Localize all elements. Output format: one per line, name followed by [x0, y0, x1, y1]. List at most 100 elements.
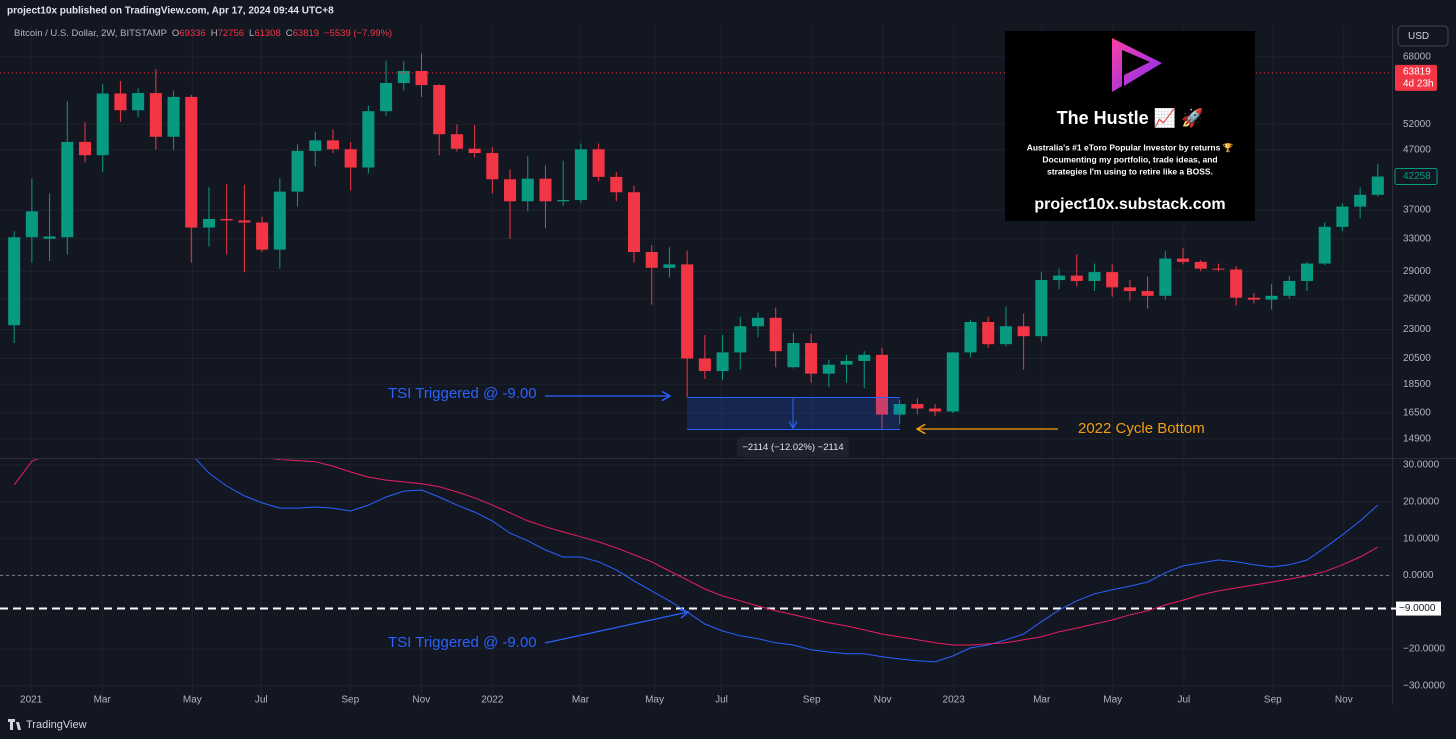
- candle-body: [1088, 272, 1101, 281]
- y-tick-label: 16500: [1403, 408, 1431, 419]
- y-tick-label: 68000: [1403, 52, 1431, 63]
- candle-body: [344, 149, 357, 168]
- candle-body: [787, 343, 800, 368]
- x-tick-label: May: [645, 695, 664, 706]
- candle-body: [734, 326, 747, 353]
- y-tick-label: 33000: [1403, 233, 1431, 244]
- candle-body: [291, 150, 304, 192]
- measure-label: −2114 (−12.02%) −2114: [742, 442, 843, 453]
- candle-body: [858, 354, 871, 361]
- candle-body: [504, 179, 517, 202]
- candle-body: [1053, 275, 1066, 281]
- x-tick-label: Jul: [1178, 695, 1191, 706]
- y-tick-label: 52000: [1403, 119, 1431, 130]
- y-tick-label: 10.0000: [1403, 533, 1440, 544]
- x-tick-label: Mar: [94, 695, 112, 706]
- candle-body: [1123, 287, 1136, 292]
- currency-button[interactable]: [1397, 25, 1449, 47]
- candle-body: [557, 199, 570, 202]
- last-price-box: [1395, 64, 1437, 91]
- candle-body: [645, 252, 658, 268]
- candle-body: [1371, 176, 1384, 195]
- candle-body: [1300, 263, 1314, 281]
- x-tick-label: Sep: [803, 695, 821, 706]
- candle-body: [1141, 291, 1154, 296]
- footer-text: TradingView: [26, 719, 87, 731]
- x-tick-label: 2023: [943, 695, 966, 706]
- candle-body: [1070, 275, 1083, 281]
- candle-body: [8, 237, 21, 326]
- candle-body: [1265, 295, 1278, 300]
- countdown-label: 4d 23h: [1403, 79, 1434, 90]
- candle-body: [380, 82, 393, 112]
- candle-body: [698, 358, 711, 372]
- candle-body: [468, 148, 481, 154]
- promo-title: The Hustle 📈 🚀: [1057, 107, 1204, 128]
- candle-body: [716, 352, 729, 372]
- x-tick-label: May: [183, 695, 202, 706]
- candle-body: [893, 404, 906, 415]
- ohlc-key: C: [286, 28, 293, 39]
- candle-body: [433, 85, 446, 135]
- publisher: project10x published on TradingView.com,…: [7, 6, 334, 17]
- annotation: TSI Triggered @ -9.00: [388, 634, 537, 651]
- y-tick-label: 20.0000: [1403, 496, 1440, 507]
- last-price-label: 63819: [1403, 67, 1431, 78]
- symbol: Bitcoin / U.S. Dollar, 2W, BITSTAMP O6933…: [14, 28, 392, 39]
- y-tick-label: 18500: [1403, 379, 1431, 390]
- candle-body: [61, 141, 74, 238]
- candle-body: [681, 264, 694, 359]
- candle-body: [822, 364, 835, 374]
- candle-body: [415, 70, 428, 86]
- candle-body: [964, 321, 977, 353]
- ohlc-key: O: [172, 28, 179, 39]
- candle-body: [362, 111, 375, 168]
- candle-body: [929, 408, 942, 412]
- candle-body: [43, 236, 56, 239]
- annotation: TSI Triggered @ -9.00: [388, 385, 537, 402]
- y-tick-label: 26000: [1403, 293, 1431, 304]
- promo-line: strategies I'm using to retire like a BO…: [1047, 166, 1213, 176]
- footer-bar: [0, 712, 1456, 739]
- x-tick-label: Jul: [715, 695, 728, 706]
- x-tick-label: Mar: [572, 695, 590, 706]
- candle-body: [149, 93, 162, 137]
- x-tick-label: Nov: [1335, 695, 1353, 706]
- candle-body: [911, 404, 924, 409]
- candle-body: [1106, 272, 1119, 288]
- candle-body: [132, 93, 145, 111]
- candle-body: [999, 326, 1012, 345]
- currency[interactable]: USD: [1408, 31, 1429, 42]
- x-tick-label: Mar: [1033, 695, 1051, 706]
- candle-body: [1230, 269, 1243, 298]
- measure-label-box: [737, 437, 849, 457]
- candle-body: [220, 218, 233, 221]
- footer-logo: [8, 719, 21, 730]
- ohlc-key: L: [249, 28, 254, 39]
- candle-body: [397, 70, 410, 83]
- y-tick-label: 47000: [1403, 144, 1431, 155]
- candle-body: [450, 134, 463, 149]
- promo-url: project10x.substack.com: [1034, 196, 1225, 213]
- x-tick-label: Sep: [1264, 695, 1282, 706]
- candle-body: [78, 141, 92, 156]
- candle-body: [946, 352, 959, 412]
- candle-body: [982, 321, 995, 345]
- candle-body: [592, 149, 605, 177]
- y-tick-label: 30.0000: [1403, 460, 1440, 471]
- x-tick-label: Nov: [874, 695, 892, 706]
- y-tick-label: 20500: [1403, 353, 1431, 364]
- candle-body: [875, 354, 888, 415]
- candle-body: [539, 178, 552, 202]
- annotation-arrow: [544, 612, 688, 644]
- x-tick-label: Sep: [341, 695, 359, 706]
- symbol-name: Bitcoin / U.S. Dollar, 2W, BITSTAMP: [14, 28, 167, 39]
- promo-line: Australia's #1 eToro Popular Investor by…: [1027, 142, 1234, 152]
- candle-body: [1194, 261, 1207, 269]
- candle-body: [769, 317, 782, 352]
- candle-body: [309, 140, 322, 151]
- candle-body: [751, 317, 765, 327]
- candle-body: [167, 96, 180, 137]
- series-line: [13, 459, 1379, 646]
